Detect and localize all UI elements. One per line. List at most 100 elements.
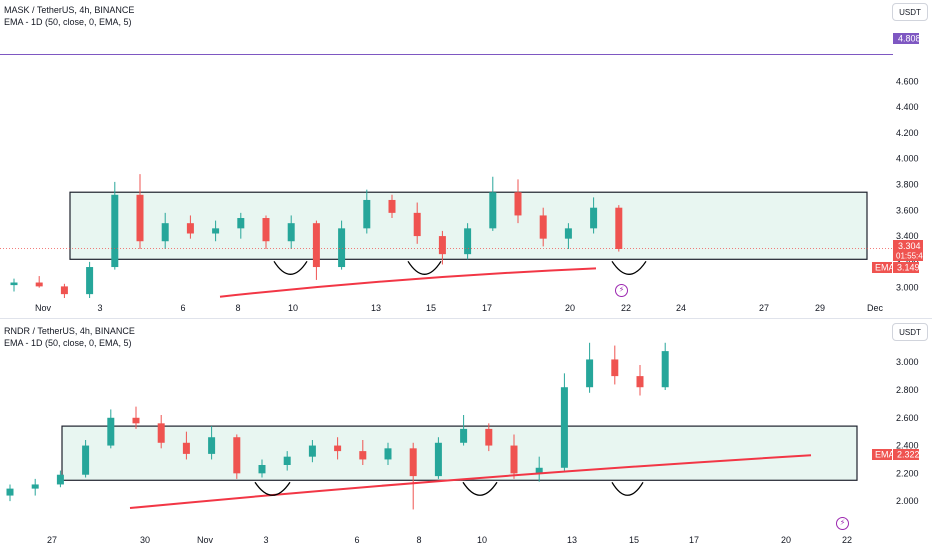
y-tick-label: 3.000 <box>896 283 919 293</box>
x-tick-label: 3 <box>263 535 268 545</box>
mask-ema-value-badge <box>893 262 919 273</box>
candle-body <box>661 351 669 388</box>
candle-body <box>258 465 266 474</box>
candle-body <box>388 199 396 213</box>
candle-body <box>35 282 43 287</box>
candle-body <box>334 445 342 452</box>
candle-body <box>514 192 522 216</box>
candle-body <box>363 199 371 229</box>
candle <box>489 176 497 231</box>
x-tick-label: 13 <box>567 535 577 545</box>
candle-body <box>510 445 518 474</box>
candle-body <box>283 456 291 465</box>
candle-body <box>560 387 568 468</box>
candle <box>208 426 216 460</box>
support-touch-arc[interactable] <box>254 481 291 496</box>
candle <box>10 278 18 292</box>
x-tick-label: 8 <box>416 535 421 545</box>
candle-body <box>338 228 346 268</box>
y-tick-label: 4.400 <box>896 102 919 112</box>
candle <box>186 215 194 239</box>
range-box[interactable] <box>61 425 858 481</box>
candle <box>615 205 623 252</box>
candle-body <box>489 192 497 229</box>
current-price-label: 3.304 <box>898 241 921 251</box>
y-tick-label: 2.200 <box>896 468 919 478</box>
candle <box>212 220 220 242</box>
candle-body <box>208 437 216 454</box>
rndr-chart-pane[interactable]: RNDR / TetherUS, 4h, BINANCE EMA - 1D (5… <box>4 326 920 545</box>
x-tick-label: 17 <box>689 535 699 545</box>
candle-body <box>611 359 619 377</box>
candle <box>258 459 266 478</box>
support-touch-arc[interactable] <box>462 481 498 496</box>
mask-ema-value-label: 3.149 <box>897 263 920 273</box>
lightning-icon[interactable]: ⚡ <box>836 517 849 530</box>
candle-body <box>308 445 316 457</box>
x-tick-label: 6 <box>180 303 185 313</box>
candle-body <box>464 228 472 255</box>
resistance-price-badge <box>893 33 919 44</box>
candle-body <box>186 223 194 234</box>
x-tick-label: 3 <box>97 303 102 313</box>
candle-body <box>384 448 392 460</box>
candle <box>460 415 468 446</box>
candle <box>560 373 568 471</box>
support-touch-arc[interactable] <box>611 481 644 496</box>
candle-body <box>161 223 169 242</box>
support-touch-arc[interactable] <box>611 260 647 275</box>
candle <box>359 440 367 465</box>
x-tick-label: 13 <box>371 303 381 313</box>
x-tick-label: 10 <box>477 535 487 545</box>
candle-body <box>586 359 594 388</box>
rndr-ema-indicator-label[interactable]: EMA - 1D (50, close, 0, EMA, 5) <box>4 338 132 348</box>
y-tick-label: 2.400 <box>896 441 919 451</box>
candle <box>262 215 270 249</box>
candle-body <box>86 267 94 295</box>
candle <box>510 434 518 479</box>
ema-line[interactable] <box>219 267 597 298</box>
candle-body <box>136 194 144 242</box>
candle <box>161 212 169 249</box>
support-touch-arc[interactable] <box>407 260 442 275</box>
candle <box>535 456 543 482</box>
y-tick-label: 2.800 <box>896 385 919 395</box>
candle <box>287 215 295 249</box>
x-tick-label: 17 <box>482 303 492 313</box>
mask-currency-button[interactable]: USDT <box>892 3 928 21</box>
candle <box>384 442 392 465</box>
candle <box>182 431 190 460</box>
lightning-icon[interactable]: ⚡ <box>615 284 628 297</box>
candle-body <box>312 223 320 268</box>
ema-line[interactable] <box>129 454 812 510</box>
y-tick-label: 3.800 <box>896 179 919 189</box>
rndr-currency-button[interactable]: USDT <box>892 323 928 341</box>
y-tick-label: 3.400 <box>896 231 919 241</box>
x-tick-label: 15 <box>629 535 639 545</box>
x-tick-label: 20 <box>781 535 791 545</box>
mask-ema-indicator-label[interactable]: EMA - 1D (50, close, 0, EMA, 5) <box>4 17 132 27</box>
candle <box>586 342 594 393</box>
candle-body <box>409 448 417 477</box>
y-tick-label: 3.000 <box>896 357 919 367</box>
mask-chart-pane[interactable]: MASK / TetherUS, 4h, BINANCE EMA - 1D (5… <box>0 5 928 313</box>
candle <box>86 261 94 298</box>
x-tick-label: 8 <box>235 303 240 313</box>
x-tick-label: 22 <box>621 303 631 313</box>
support-touch-arc[interactable] <box>273 260 308 275</box>
y-tick-label: 4.000 <box>896 154 919 164</box>
x-tick-label: 6 <box>354 535 359 545</box>
rndr-chart-title: RNDR / TetherUS, 4h, BINANCE <box>4 326 135 336</box>
candle-body <box>132 417 140 424</box>
candle-body <box>434 442 442 477</box>
candle <box>485 423 493 452</box>
candle-body <box>182 442 190 454</box>
candle <box>60 283 68 298</box>
candle <box>6 484 14 502</box>
candle <box>438 230 446 265</box>
candle-body <box>157 423 165 443</box>
candle <box>464 223 472 260</box>
candle <box>636 365 644 396</box>
candle <box>334 437 342 460</box>
